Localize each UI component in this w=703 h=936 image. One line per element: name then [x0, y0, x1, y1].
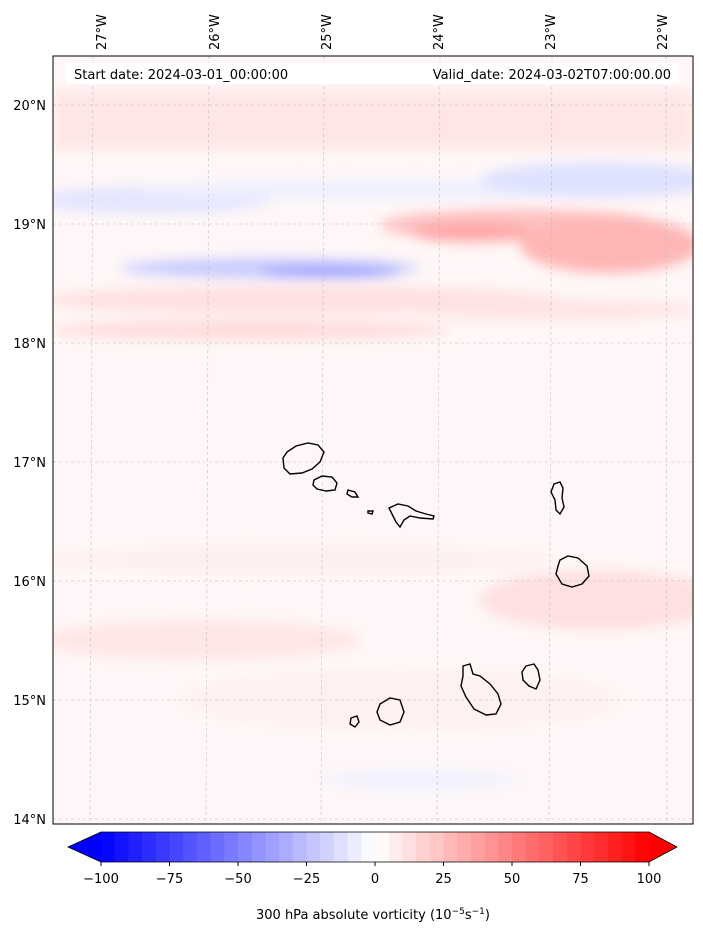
lon-label: 26°W: [208, 14, 223, 50]
island-branco: [367, 510, 374, 515]
colorbar: −100 −75 −50 −25 0 25 50 75 100 300 hPa …: [67, 831, 678, 923]
island-santo-antao: [282, 442, 325, 475]
colorbar-label-exp1: −5: [452, 907, 465, 917]
start-date-label: Start date: 2024-03-01_00:00:00: [74, 68, 288, 83]
colorbar-cell: [553, 832, 568, 862]
colorbar-cell: [429, 832, 444, 862]
colorbar-cell: [402, 832, 417, 862]
colorbar-cell: [470, 832, 485, 862]
island-sal: [550, 481, 565, 516]
colorbar-cell: [416, 832, 431, 862]
lat-label: 15°N: [13, 694, 46, 709]
latitude-labels: 20°N 19°N 18°N 17°N 16°N 15°N 14°N: [13, 99, 46, 828]
colorbar-cell: [607, 832, 622, 862]
colorbar-cell: [183, 832, 198, 862]
colorbar-cell: [512, 832, 527, 862]
colorbar-tick-label: 25: [435, 872, 452, 887]
island-santiago: [460, 663, 502, 716]
colorbar-label: 300 hPa absolute vorticity (10−5s−1): [256, 907, 490, 923]
colorbar-tick-label: −100: [83, 872, 119, 887]
lat-label: 20°N: [13, 99, 46, 114]
gridlines: [53, 56, 693, 824]
colorbar-cell: [210, 832, 225, 862]
lon-label: 24°W: [432, 14, 447, 50]
island-fogo: [376, 697, 405, 726]
colorbar-cells: [101, 832, 650, 862]
colorbar-cell: [594, 832, 609, 862]
colorbar-cell: [375, 832, 390, 862]
map-panel: [53, 56, 693, 824]
colorbar-label-main: 300 hPa absolute vorticity (10: [256, 908, 452, 923]
island-santa-luzia: [346, 489, 360, 498]
coastlines: [282, 442, 590, 728]
island-maio: [521, 663, 541, 690]
colorbar-tick-label: 100: [637, 872, 662, 887]
colorbar-cell: [347, 832, 362, 862]
colorbar-cell: [142, 832, 157, 862]
lon-label: 27°W: [95, 14, 110, 50]
longitude-labels: 27°W 26°W 25°W 24°W 23°W 22°W: [95, 14, 671, 50]
header-box: [66, 63, 679, 84]
colorbar-cell: [101, 832, 116, 862]
colorbar-tick-label: −50: [224, 872, 251, 887]
lat-label: 14°N: [13, 813, 46, 828]
lat-label: 19°N: [13, 218, 46, 233]
colorbar-tick-label: 50: [504, 872, 521, 887]
lat-label: 17°N: [13, 456, 46, 471]
colorbar-cell: [279, 832, 294, 862]
colorbar-cell: [361, 832, 376, 862]
colorbar-cell: [169, 832, 184, 862]
colorbar-tick-label: 0: [371, 872, 379, 887]
colorbar-cell: [539, 832, 554, 862]
colorbar-label-mid: s: [465, 908, 472, 923]
colorbar-cell: [566, 832, 581, 862]
colorbar-cell: [333, 832, 348, 862]
colorbar-tick-label: 75: [572, 872, 589, 887]
lon-label: 25°W: [320, 14, 335, 50]
colorbar-cell: [238, 832, 253, 862]
colorbar-cell: [320, 832, 335, 862]
colorbar-cell: [114, 832, 129, 862]
colorbar-cell: [196, 832, 211, 862]
colorbar-tick-label: −75: [156, 872, 183, 887]
colorbar-cell: [635, 832, 650, 862]
colorbar-cell: [128, 832, 143, 862]
island-sao-vicente: [312, 475, 338, 492]
lon-label: 23°W: [544, 14, 559, 50]
colorbar-cell: [525, 832, 540, 862]
colorbar-ticks: [100, 862, 650, 866]
island-brava: [349, 715, 360, 728]
valid-date-label: Valid_date: 2024-03-02T07:00:00.00: [433, 68, 671, 83]
colorbar-label-exp2: −1: [472, 907, 485, 917]
colorbar-cell: [224, 832, 239, 862]
colorbar-cell: [621, 832, 636, 862]
colorbar-cell: [580, 832, 595, 862]
colorbar-cell: [306, 832, 321, 862]
colorbar-tick-label: −25: [293, 872, 320, 887]
colorbar-extend-low: [68, 832, 101, 862]
colorbar-cell: [443, 832, 458, 862]
lat-label: 16°N: [13, 575, 46, 590]
colorbar-cell: [265, 832, 280, 862]
lat-label: 18°N: [13, 337, 46, 352]
colorbar-cell: [498, 832, 513, 862]
colorbar-cell: [388, 832, 403, 862]
colorbar-extend-high: [649, 832, 677, 862]
island-sao-nicolau: [388, 503, 435, 529]
colorbar-cell: [251, 832, 266, 862]
colorbar-cell: [457, 832, 472, 862]
island-boa-vista: [555, 555, 590, 588]
lon-label: 22°W: [656, 14, 671, 50]
colorbar-cell: [292, 832, 307, 862]
colorbar-cell: [484, 832, 499, 862]
map-frame: [52, 55, 694, 825]
colorbar-label-end: ): [485, 908, 490, 923]
vorticity-field: [53, 90, 693, 790]
colorbar-cell: [155, 832, 170, 862]
